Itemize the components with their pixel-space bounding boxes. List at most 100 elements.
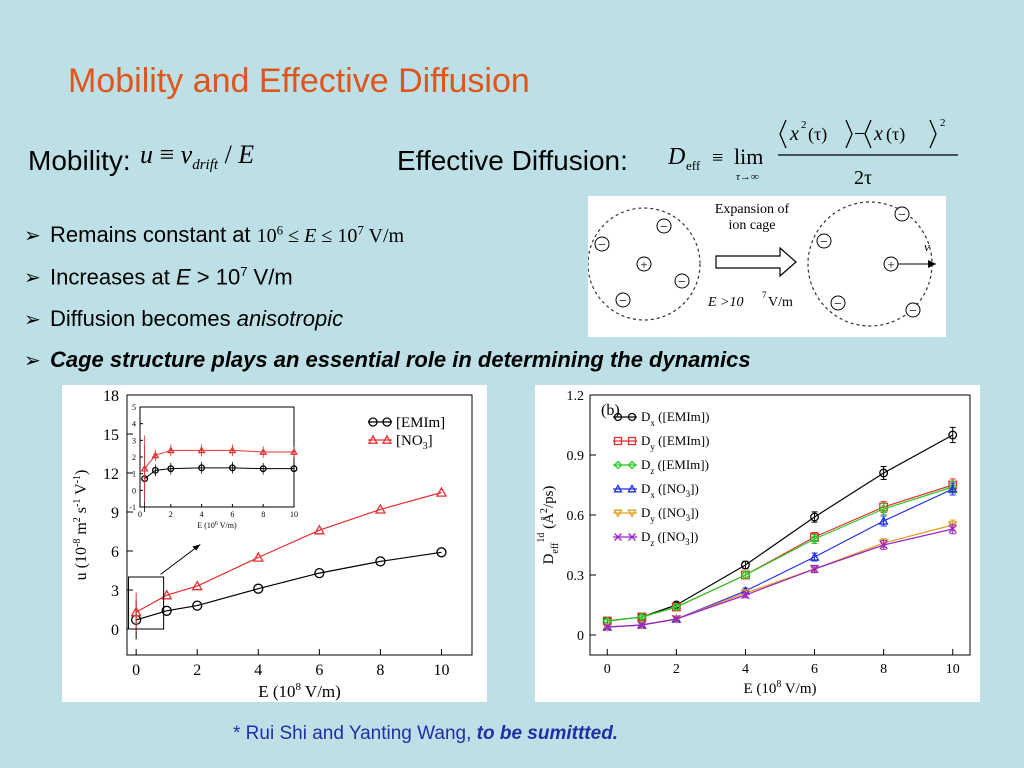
legend: [EMIm] [NO3] [367,415,445,452]
bullet-cage: ➢ Cage structure plays an essential role … [24,347,751,373]
eq-minus: − [854,123,865,145]
data-point [948,524,957,534]
eq-tau1: (τ) [808,124,827,145]
bullet-increases: ➢ Increases at E > 107 V/m [24,264,293,290]
data-point [613,484,623,493]
data-point [741,590,750,600]
eq-x2: x [789,123,799,145]
bullet-exp: 7 [240,264,248,279]
eq-lim: lim [734,144,763,169]
ion-cage-diagram: + − − − − Expansion of ion cage E >10 7 … [587,196,946,337]
data-point [191,580,203,591]
inset-series [141,445,298,512]
eq-e: E [238,140,255,169]
data-point [253,583,264,594]
inset-y-tick-label: 5 [132,403,136,412]
expansion-arrow-icon [715,246,797,278]
inset-y-tick-label: 4 [132,420,136,429]
data-point [809,551,820,561]
x-tick-label: 4 [254,662,262,679]
eq-equiv2: ≡ [712,147,723,169]
inset-y-tick-label: 3 [132,436,136,445]
data-point [741,560,750,570]
series-dzno3 [603,523,957,632]
data-point [151,466,159,474]
y-tick-label: 18 [103,388,119,405]
bullet-arrow-icon: ➢ [24,225,41,247]
data-point [161,589,173,600]
data-point [740,570,751,580]
eq-denominator: 2τ [854,167,872,189]
series-line [135,491,442,613]
data-point [435,486,448,497]
legend-label: [EMIm] [396,415,445,431]
data-point [166,446,175,454]
y-tick-label: 12 [103,466,119,483]
bullet-unit: V/m [247,264,293,290]
y-tick-label: 0.9 [567,449,585,464]
eq-eff: eff [686,158,701,173]
x-tick-label: 10 [946,662,960,677]
inset-y-tick-label: 1 [132,470,136,479]
inset-x-tick-label: 8 [261,510,265,519]
legend-label: Dx ([NO3]) [641,481,699,500]
inset-pointer-arrow-icon [160,544,201,575]
anion-icon [816,206,921,318]
field-exp: 7 [762,290,767,300]
legend: Dx ([EMIm]) Dy ([EMIm]) Dz ([EMIm]) Dx ([NO… [613,409,709,548]
plot-frame [126,394,473,656]
legend-label: Dy ([EMIm]) [641,433,709,452]
eq-square: 2 [940,117,946,129]
svg-text:+: + [887,257,894,272]
x-tick-label: 2 [673,662,680,677]
data-point [810,564,819,574]
y-tick-label: 9 [111,505,119,522]
data-point [259,447,268,455]
data-point [947,483,958,493]
eq-limsub: τ→∞ [736,171,759,183]
svg-text:−: − [598,238,606,253]
eq-tau2: (τ) [886,124,905,145]
bullet-text: Diffusion becomes [50,306,237,331]
bullet-arrow-icon: ➢ [24,309,41,331]
eq-equiv: ≡ [159,140,175,169]
eq-v: v [180,140,193,169]
footnote-text: * Rui Shi and Yanting Wang, [233,723,477,744]
x-tick-label: 8 [880,662,887,677]
anion-icon [594,218,690,308]
inset-frame [139,406,295,508]
cation-icon: + [636,256,652,272]
x-tick-label: 4 [742,662,749,677]
y-axis-label: u (10-8 m2 s-1 V-1) [72,470,90,581]
eq-u: u [140,140,153,169]
data-point [613,460,623,470]
inset-y-tick-label: 0 [132,486,136,495]
x-axis-label: E (108 V/m) [743,679,816,697]
y-tick-label: 0 [111,622,119,639]
data-point [627,412,637,422]
data-point [672,614,681,624]
legend-label: Dy ([NO3]) [641,505,699,524]
inset-x-tick-label: 4 [200,510,204,519]
data-point [198,464,206,472]
data-point [197,446,206,454]
data-point [167,465,175,473]
cage-caption-2: ion cage [728,218,775,233]
data-point [374,503,387,514]
data-point [290,465,298,473]
data-point [603,622,612,632]
x-tick-label: 0 [132,662,140,679]
eq-x: x [873,123,883,145]
data-point [290,447,298,455]
data-point [627,436,637,446]
field-unit: V/m [768,295,793,310]
x-axis-label: E (108 V/m) [258,681,341,701]
bullet-text: Remains constant at [50,222,257,247]
data-point [161,605,172,616]
x-tick-label: 6 [811,662,818,677]
data-point [878,515,889,525]
data-point [809,534,820,544]
cation-icon: + [883,256,899,272]
y-axis-label: Deff1d (Å2/ps) [536,486,561,565]
